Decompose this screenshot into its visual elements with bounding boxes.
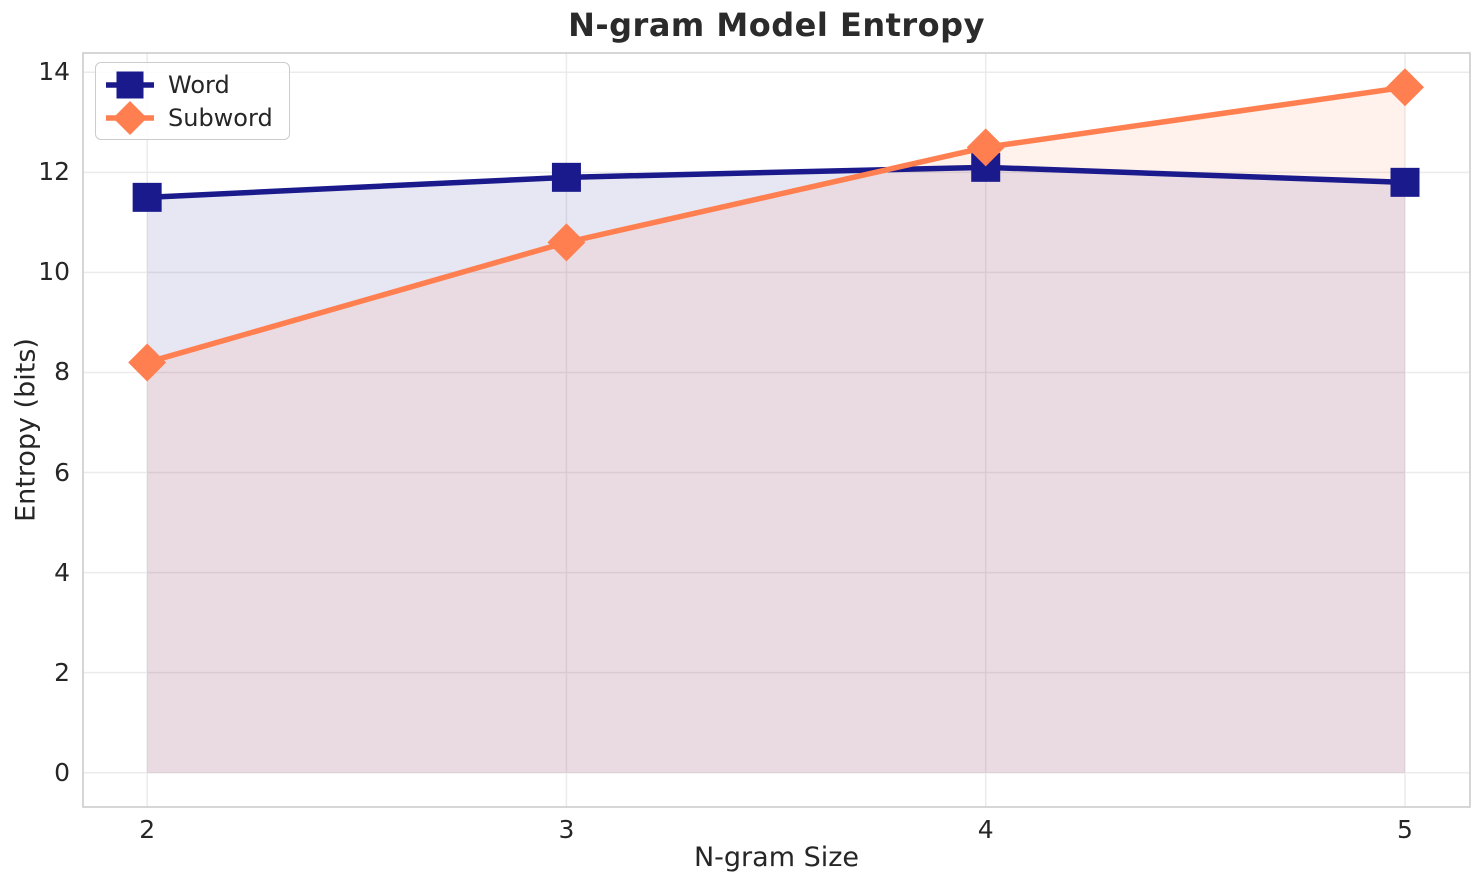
series-line — [144, 84, 1408, 366]
x-tick-label: 2 — [139, 815, 156, 844]
y-tick-label: 8 — [54, 357, 70, 387]
plot-border — [82, 52, 1471, 808]
x-tick-label: 5 — [1397, 815, 1413, 844]
y-tick-label: 0 — [54, 757, 70, 787]
x-tick-label: 4 — [977, 815, 994, 844]
y-tick-label: 6 — [54, 457, 70, 487]
y-tick-label: 14 — [38, 57, 70, 87]
diamond-marker-icon — [547, 223, 586, 262]
legend-label-subword: Subword — [168, 103, 273, 132]
square-marker-icon — [1390, 167, 1420, 197]
y-tick-label: 12 — [38, 157, 70, 187]
square-marker-icon — [132, 182, 162, 212]
legend: Word Subword — [95, 62, 290, 140]
series-fill-area — [147, 167, 1406, 773]
square-marker-icon — [551, 162, 581, 192]
legend-item-word: Word — [104, 69, 273, 100]
square-marker-icon — [106, 71, 154, 98]
legend-label-word: Word — [168, 70, 230, 99]
series-fill-area — [147, 87, 1406, 773]
diamond-marker-icon — [1386, 68, 1425, 107]
series-line — [144, 164, 1408, 201]
diamond-marker-icon — [128, 343, 167, 382]
y-tick-label: 10 — [38, 257, 70, 287]
diamond-marker-icon — [106, 100, 154, 135]
chart-title: N-gram Model Entropy — [568, 6, 985, 44]
x-axis-label: N-gram Size — [693, 842, 860, 873]
y-tick-label: 4 — [54, 557, 70, 587]
legend-item-subword: Subword — [104, 100, 273, 135]
diamond-marker-icon — [966, 128, 1005, 167]
x-tick-label: 3 — [558, 815, 575, 844]
y-tick-label: 2 — [54, 657, 70, 687]
